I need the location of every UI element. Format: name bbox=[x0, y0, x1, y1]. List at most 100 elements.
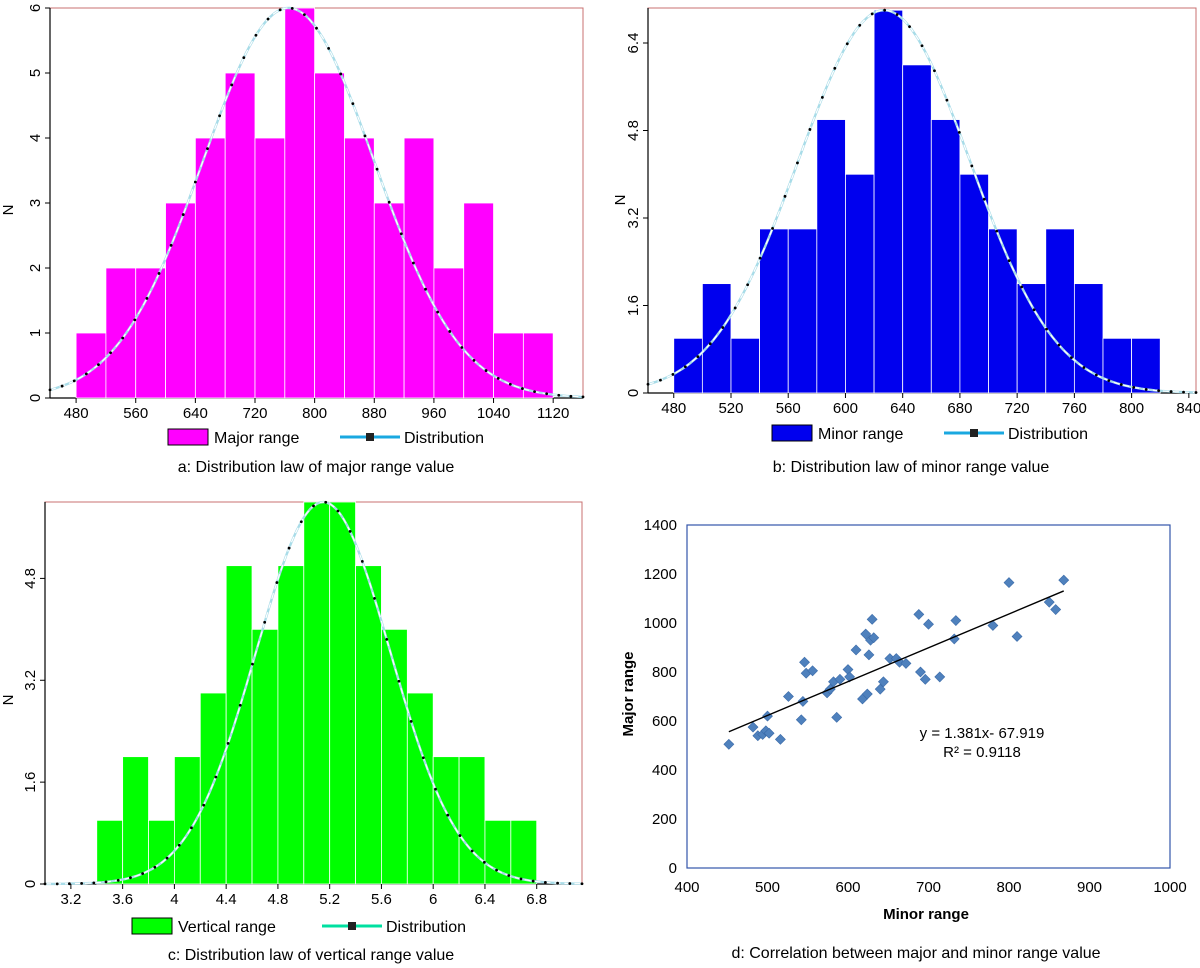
distribution-curve-dot bbox=[312, 504, 315, 508]
distribution-curve-dot bbox=[1094, 373, 1098, 377]
distribution-curve-dot bbox=[412, 261, 415, 265]
distribution-curve-dot bbox=[363, 134, 367, 138]
distribution-curve-dot bbox=[387, 200, 391, 204]
y-tick-label: 0 bbox=[22, 880, 39, 888]
distribution-curve-dot bbox=[995, 229, 999, 233]
y-tick-label: 0 bbox=[27, 394, 44, 402]
distribution-curve-dot bbox=[336, 509, 340, 513]
y-axis-label: N bbox=[0, 205, 17, 216]
distribution-curve-dot bbox=[1045, 327, 1048, 331]
distribution-curve-dot bbox=[278, 8, 282, 12]
histogram-bar bbox=[433, 267, 465, 399]
distribution-curve-dot bbox=[104, 880, 108, 884]
scatter-plot-frame bbox=[686, 524, 1171, 869]
distribution-curve-dot bbox=[783, 194, 787, 198]
distribution-curve-dot bbox=[496, 376, 500, 380]
y-tick-label: 1200 bbox=[644, 566, 677, 583]
distribution-curve-dot bbox=[263, 620, 267, 624]
histogram-bar bbox=[105, 267, 137, 399]
distribution-curve-dot bbox=[133, 318, 137, 322]
distribution-curve-dot bbox=[360, 559, 364, 563]
distribution-curve-dot bbox=[121, 336, 125, 340]
scatter-point bbox=[763, 727, 775, 739]
scatter-point bbox=[934, 671, 946, 683]
distribution-curve-dot bbox=[1169, 390, 1173, 393]
distribution-curve-dot bbox=[290, 6, 294, 10]
y-tick-label: 0 bbox=[669, 860, 677, 877]
histogram-bar bbox=[902, 64, 932, 394]
distribution-curve-dot bbox=[533, 390, 536, 394]
y-tick-label: 1.6 bbox=[625, 295, 642, 316]
distribution-curve-dot bbox=[193, 180, 197, 184]
distribution-curve-dot bbox=[1020, 285, 1024, 289]
x-tick-label: 6 bbox=[429, 891, 437, 908]
distribution-curve-dot bbox=[808, 128, 812, 131]
y-tick-label: 3.2 bbox=[22, 670, 39, 691]
distribution-curve-dot bbox=[60, 384, 64, 388]
y-tick-label: 5 bbox=[27, 69, 44, 77]
histogram-bar bbox=[988, 228, 1018, 394]
distribution-curve-dot bbox=[482, 860, 486, 864]
scatter-point bbox=[807, 665, 819, 677]
distribution-curve-dot bbox=[1057, 343, 1061, 347]
distribution-curve-dot bbox=[165, 856, 169, 860]
distribution-curve-dot bbox=[696, 355, 700, 359]
distribution-curve-dot bbox=[568, 882, 572, 885]
y-tick-label: 1 bbox=[27, 329, 44, 337]
histogram-bar bbox=[381, 628, 408, 885]
distribution-curve-dot bbox=[683, 365, 687, 369]
distribution-curve-dot bbox=[254, 33, 258, 37]
distribution-curve-dot bbox=[141, 872, 145, 875]
distribution-curve-dot bbox=[1032, 308, 1036, 312]
y-tick-label: 3 bbox=[27, 199, 44, 207]
scatter-point bbox=[1011, 631, 1023, 642]
x-tick-label: 800 bbox=[302, 405, 327, 422]
scatter-point bbox=[1003, 577, 1015, 588]
histogram-bar bbox=[373, 202, 405, 399]
distribution-curve-dot bbox=[266, 17, 270, 21]
panel-d-major-minor-correlation: 400 500 600 700 800 900 1000 0 200 400 600 800 1000 1… bbox=[620, 517, 1187, 962]
distribution-curve-dot bbox=[982, 197, 986, 201]
distribution-curve-dot bbox=[275, 581, 279, 584]
histogram-bar bbox=[1045, 228, 1075, 394]
histogram-bar bbox=[403, 137, 435, 399]
y-tick-label: 800 bbox=[652, 664, 677, 681]
scatter-point bbox=[950, 615, 962, 626]
distribution-curve-dot bbox=[733, 306, 737, 310]
distribution-curve-dot bbox=[287, 546, 291, 550]
y-tick-label: 1400 bbox=[644, 517, 677, 534]
x-tick-label: 640 bbox=[890, 400, 915, 417]
legend-label-series: Minor range bbox=[818, 426, 903, 443]
histogram-bar bbox=[251, 628, 279, 885]
distribution-curve-dot bbox=[446, 813, 450, 817]
histogram-bar bbox=[148, 819, 175, 885]
panel-b-minor-range-histogram: 480 520 560 600 640 680 720 760 800 840 0 1.6 3.2 4.8… bbox=[612, 7, 1200, 476]
distribution-curve-dot bbox=[796, 161, 799, 165]
histogram-bar bbox=[194, 137, 226, 399]
distribution-curve-dot bbox=[507, 874, 511, 877]
x-tick-label: 1120 bbox=[537, 405, 569, 422]
scatter-point bbox=[1050, 604, 1062, 615]
x-tick-label: 1000 bbox=[1153, 879, 1186, 896]
y-tick-label: 400 bbox=[652, 762, 677, 779]
legend-label-curve: Distribution bbox=[404, 430, 484, 447]
x-tick-label: 800 bbox=[996, 879, 1021, 896]
legend-swatch-bar bbox=[771, 424, 813, 442]
distribution-curve-dot bbox=[177, 843, 181, 847]
legend-swatch-marker bbox=[970, 429, 978, 437]
distribution-curve-dot bbox=[771, 226, 774, 230]
distribution-curve-dot bbox=[845, 42, 849, 46]
distribution-curve-dot bbox=[299, 520, 303, 524]
distribution-curve-dot bbox=[348, 529, 352, 533]
x-tick-label: 4.8 bbox=[267, 891, 288, 908]
x-tick-label: 560 bbox=[776, 400, 801, 417]
distribution-curve-dot bbox=[92, 881, 96, 885]
scatter-point bbox=[874, 683, 886, 695]
distribution-curve-dot bbox=[646, 382, 650, 386]
distribution-curve-dot bbox=[758, 256, 762, 260]
scatter-point bbox=[850, 644, 862, 656]
distribution-curve-dot bbox=[833, 66, 837, 70]
distribution-curve-dot bbox=[1144, 387, 1148, 391]
distribution-curve-dot bbox=[153, 865, 157, 869]
